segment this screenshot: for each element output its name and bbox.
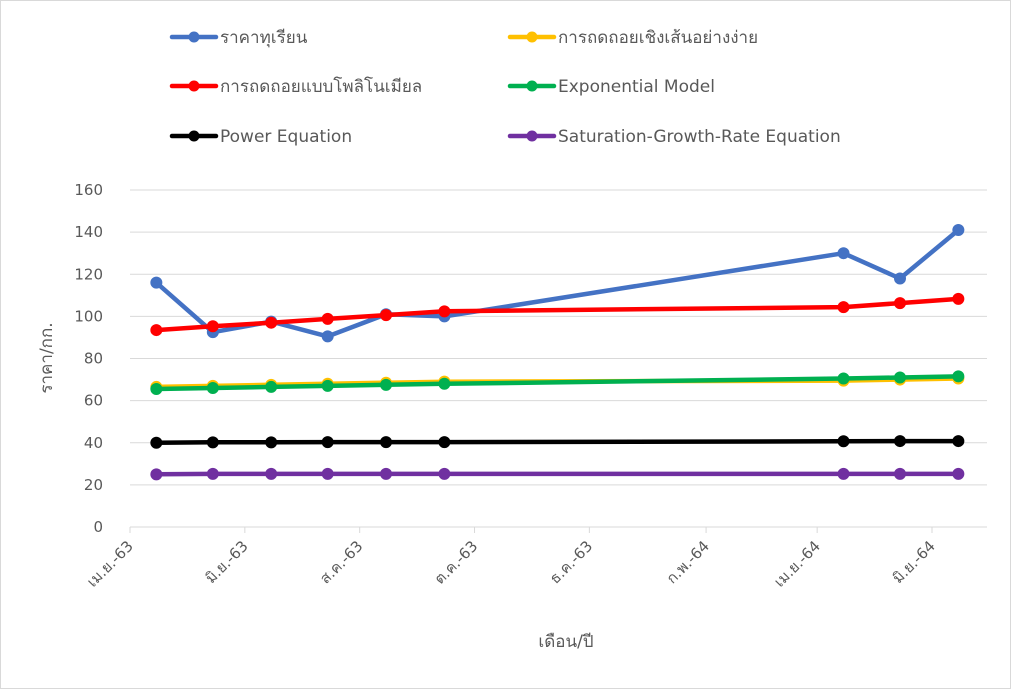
y-tick-label: 120 <box>74 265 103 283</box>
legend-item: Power Equation <box>169 127 352 147</box>
data-point <box>150 436 163 449</box>
x-axis-title: เดือน/ปี <box>538 632 593 652</box>
legend-item: ราคาทุเรียน <box>169 28 308 48</box>
y-axis-title: ราคา/กก. <box>37 322 57 393</box>
data-point <box>321 330 334 343</box>
data-point <box>265 316 278 329</box>
data-point <box>380 309 393 322</box>
x-tick-label: เม.ย.-63 <box>83 537 137 591</box>
legend-label: Exponential Model <box>558 77 715 97</box>
y-tick-label: 0 <box>93 518 103 536</box>
series-4 <box>150 435 965 449</box>
legend-label: การถดถอยแบบโพลิโนเมียล <box>220 76 422 97</box>
data-point <box>893 297 906 310</box>
data-point <box>893 371 906 384</box>
data-point <box>438 377 451 390</box>
y-tick-label: 20 <box>84 476 103 494</box>
x-tick-label: มิ.ย.-64 <box>889 537 939 587</box>
data-point <box>438 305 451 318</box>
legend-item: Saturation-Growth-Rate Equation <box>507 127 841 147</box>
legend-swatch-marker <box>526 80 538 92</box>
legend: ราคาทุเรียน การถดถอยเชิงเส้นอย่างง่ายการถ… <box>169 28 841 147</box>
data-point <box>206 467 219 480</box>
y-tick-label: 140 <box>74 223 103 241</box>
y-tick-label: 40 <box>84 434 103 452</box>
legend-swatch-marker <box>188 31 200 43</box>
legend-label: Saturation-Growth-Rate Equation <box>558 127 841 147</box>
data-point <box>952 435 965 448</box>
legend-label: การถดถอยเชิงเส้นอย่างง่าย <box>558 28 758 48</box>
y-tick-label: 60 <box>84 392 103 410</box>
y-tick-labels: 0 20 40 60 80 100 120 140 160 <box>74 181 103 536</box>
data-point <box>265 380 278 393</box>
data-point <box>206 436 219 449</box>
data-point <box>438 467 451 480</box>
y-tick-label: 160 <box>74 181 103 199</box>
x-tick-label: ธ.ค.-63 <box>546 537 596 587</box>
data-point <box>206 320 219 333</box>
legend-item: การถดถอยแบบโพลิโนเมียล <box>169 76 422 97</box>
data-point <box>150 276 163 289</box>
data-point <box>265 436 278 449</box>
series-group <box>150 224 965 481</box>
data-point <box>952 467 965 480</box>
data-point <box>837 372 850 385</box>
series-5 <box>150 467 965 481</box>
data-point <box>837 301 850 314</box>
data-point <box>265 467 278 480</box>
legend-item: Exponential Model <box>507 77 715 97</box>
data-point <box>206 381 219 394</box>
y-tick-label: 100 <box>74 307 103 325</box>
x-tick-label: ก.พ.-64 <box>663 537 713 587</box>
data-point <box>321 467 334 480</box>
legend-swatch-marker <box>188 80 200 92</box>
legend-swatch-marker <box>526 31 538 43</box>
data-point <box>380 467 393 480</box>
data-point <box>893 467 906 480</box>
series-3 <box>150 370 965 396</box>
x-axis: เม.ย.-63 มิ.ย.-63 ส.ค.-63 ต.ค.-63 ธ.ค.-63 ก.พ… <box>83 526 987 591</box>
data-point <box>321 379 334 392</box>
data-point <box>150 324 163 337</box>
x-tick-label: ส.ค.-63 <box>316 537 366 587</box>
data-point <box>380 436 393 449</box>
data-point <box>150 383 163 396</box>
data-point <box>837 435 850 448</box>
series-line <box>154 296 961 333</box>
data-point <box>893 435 906 448</box>
data-point <box>321 436 334 449</box>
legend-label: Power Equation <box>220 127 352 147</box>
data-point <box>893 272 906 285</box>
legend-swatch-marker <box>188 130 200 142</box>
data-point <box>952 370 965 383</box>
data-point <box>321 312 334 325</box>
legend-swatch-marker <box>526 130 538 142</box>
data-point <box>837 467 850 480</box>
data-point <box>438 436 451 449</box>
y-tick-label: 80 <box>84 350 103 368</box>
x-tick-label: มิ.ย.-63 <box>202 537 252 587</box>
data-point <box>952 292 965 305</box>
legend-item: การถดถอยเชิงเส้นอย่างง่าย <box>507 28 758 48</box>
x-tick-label: เม.ย.-64 <box>770 537 824 591</box>
data-point <box>380 378 393 391</box>
data-point <box>837 247 850 260</box>
legend-label: ราคาทุเรียน <box>220 28 308 48</box>
x-tick-label: ต.ค.-63 <box>431 537 482 588</box>
series-2 <box>150 292 965 337</box>
data-point <box>150 468 163 481</box>
data-point <box>952 224 965 237</box>
